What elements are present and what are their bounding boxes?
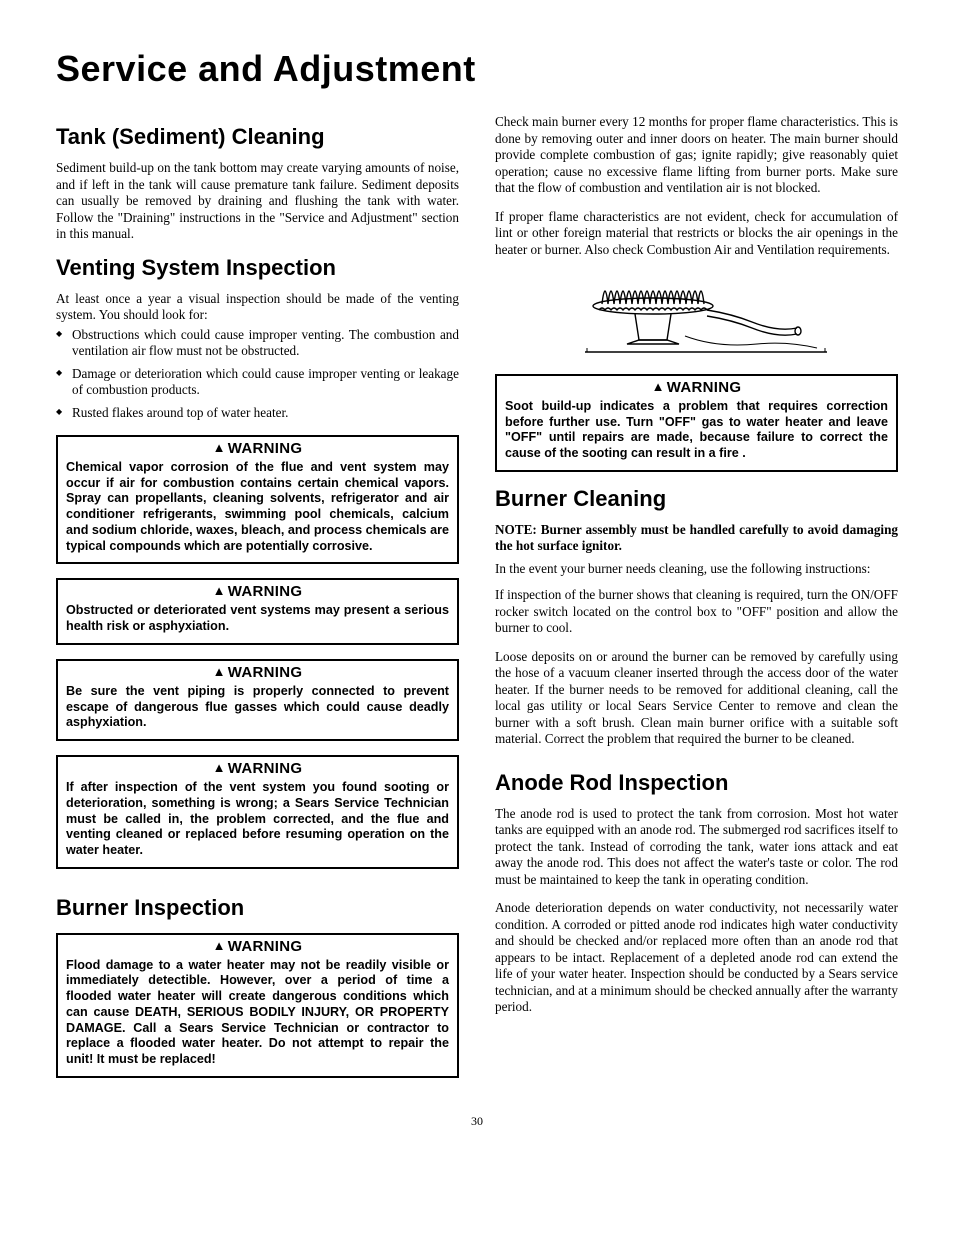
venting-intro: At least once a year a visual inspection… — [56, 291, 459, 324]
burner-cleaning-p1: In the event your burner needs cleaning,… — [495, 561, 898, 578]
warning-body: Obstructed or deteriorated vent systems … — [58, 603, 457, 642]
warning-box: ▲WARNING Obstructed or deteriorated vent… — [56, 578, 459, 644]
warning-icon: ▲ — [213, 760, 226, 775]
left-column: Tank (Sediment) Cleaning Sediment build-… — [56, 114, 459, 1092]
burner-insp-p2: If proper flame characteristics are not … — [495, 209, 898, 259]
note-text: Burner assembly must be handled carefull… — [495, 522, 898, 554]
warning-label: WARNING — [667, 379, 742, 396]
venting-bullets: Obstructions which could cause improper … — [56, 327, 459, 422]
warning-body: Flood damage to a water heater may not b… — [58, 958, 457, 1076]
warning-body: Be sure the vent piping is properly conn… — [58, 684, 457, 739]
warning-body: If after inspection of the vent system y… — [58, 780, 457, 867]
page-title: Service and Adjustment — [56, 48, 898, 90]
venting-bullet: Rusted flakes around top of water heater… — [56, 405, 459, 422]
venting-heading: Venting System Inspection — [56, 255, 459, 281]
burner-cleaning-p3: Loose deposits on or around the burner c… — [495, 649, 898, 748]
burner-cleaning-heading: Burner Cleaning — [495, 486, 898, 512]
tank-cleaning-p1: Sediment build-up on the tank bottom may… — [56, 160, 459, 243]
warning-heading: ▲WARNING — [497, 376, 896, 399]
warning-heading: ▲WARNING — [58, 661, 457, 684]
burner-cleaning-note: NOTE: Burner assembly must be handled ca… — [495, 522, 898, 555]
anode-p2: Anode deterioration depends on water con… — [495, 900, 898, 1016]
warning-icon: ▲ — [213, 664, 226, 679]
burner-insp-p1: Check main burner every 12 months for pr… — [495, 114, 898, 197]
note-prefix: NOTE: — [495, 522, 541, 537]
right-column: Check main burner every 12 months for pr… — [495, 114, 898, 1092]
warning-label: WARNING — [228, 760, 303, 777]
warning-icon: ▲ — [213, 440, 226, 455]
anode-p1: The anode rod is used to protect the tan… — [495, 806, 898, 889]
warning-label: WARNING — [228, 583, 303, 600]
burner-cleaning-p2: If inspection of the burner shows that c… — [495, 587, 898, 637]
warning-icon: ▲ — [213, 938, 226, 953]
warning-label: WARNING — [228, 664, 303, 681]
warning-body: Chemical vapor corrosion of the flue and… — [58, 460, 457, 562]
warning-box: ▲WARNING Soot build-up indicates a probl… — [495, 374, 898, 472]
warning-box: ▲WARNING Flood damage to a water heater … — [56, 933, 459, 1078]
warning-box: ▲WARNING Be sure the vent piping is prop… — [56, 659, 459, 741]
burner-inspection-heading: Burner Inspection — [56, 895, 459, 921]
warning-heading: ▲WARNING — [58, 580, 457, 603]
venting-bullet: Damage or deterioration which could caus… — [56, 366, 459, 399]
warning-icon: ▲ — [652, 379, 665, 394]
warning-box: ▲WARNING Chemical vapor corrosion of the… — [56, 435, 459, 564]
warning-body: Soot build-up indicates a problem that r… — [497, 399, 896, 470]
warning-icon: ▲ — [213, 583, 226, 598]
burner-diagram — [547, 270, 847, 360]
tank-cleaning-heading: Tank (Sediment) Cleaning — [56, 124, 459, 150]
page-number: 30 — [56, 1114, 898, 1129]
warning-box: ▲WARNING If after inspection of the vent… — [56, 755, 459, 869]
warning-heading: ▲WARNING — [58, 757, 457, 780]
warning-label: WARNING — [228, 938, 303, 955]
venting-bullet: Obstructions which could cause improper … — [56, 327, 459, 360]
warning-heading: ▲WARNING — [58, 437, 457, 460]
warning-heading: ▲WARNING — [58, 935, 457, 958]
two-column-layout: Tank (Sediment) Cleaning Sediment build-… — [56, 114, 898, 1092]
anode-heading: Anode Rod Inspection — [495, 770, 898, 796]
warning-label: WARNING — [228, 440, 303, 457]
